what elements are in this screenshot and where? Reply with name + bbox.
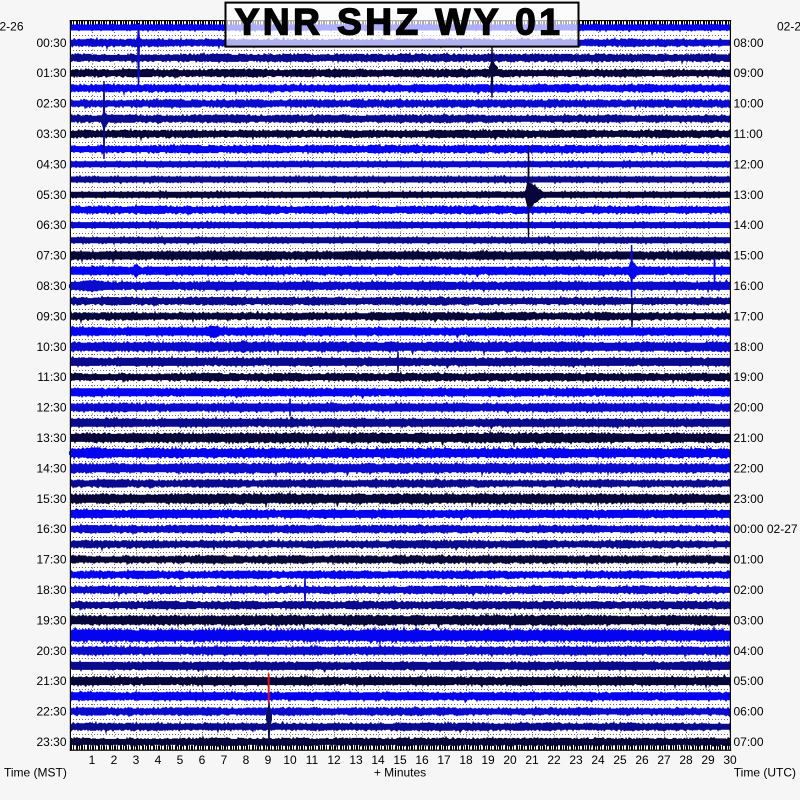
svg-text:01:30: 01:30 <box>36 66 66 80</box>
svg-text:11: 11 <box>306 753 319 767</box>
svg-text:10:30: 10:30 <box>36 340 66 354</box>
svg-text:22:30: 22:30 <box>36 705 66 719</box>
svg-text:24: 24 <box>591 753 605 767</box>
svg-text:15:00: 15:00 <box>734 249 764 263</box>
svg-text:Time (MST): Time (MST) <box>4 766 67 780</box>
svg-text:05:00: 05:00 <box>734 674 764 688</box>
svg-text:15: 15 <box>393 753 407 767</box>
svg-text:19:00: 19:00 <box>734 370 764 384</box>
svg-text:23:30: 23:30 <box>36 735 66 749</box>
svg-text:02-26: 02-26 <box>777 19 800 33</box>
svg-text:16:30: 16:30 <box>36 522 66 536</box>
svg-text:23:00: 23:00 <box>734 492 764 506</box>
svg-text:5: 5 <box>177 753 184 767</box>
svg-text:23: 23 <box>569 753 583 767</box>
svg-text:28: 28 <box>679 753 693 767</box>
svg-text:1: 1 <box>89 753 96 767</box>
svg-text:03:00: 03:00 <box>734 613 764 627</box>
svg-text:9: 9 <box>265 753 272 767</box>
svg-text:12: 12 <box>327 753 341 767</box>
svg-text:18: 18 <box>459 753 473 767</box>
svg-text:13: 13 <box>349 753 363 767</box>
svg-text:16:00: 16:00 <box>734 279 764 293</box>
svg-text:00:30: 00:30 <box>36 36 66 50</box>
svg-text:11:00: 11:00 <box>734 127 763 141</box>
svg-text:00:00 02-27: 00:00 02-27 <box>734 522 798 536</box>
svg-text:22: 22 <box>547 753 561 767</box>
svg-text:8: 8 <box>243 753 250 767</box>
svg-text:27: 27 <box>657 753 671 767</box>
svg-text:02-26: 02-26 <box>0 19 24 33</box>
svg-text:17:30: 17:30 <box>36 553 66 567</box>
svg-text:14:00: 14:00 <box>734 218 764 232</box>
svg-text:20:00: 20:00 <box>734 401 764 415</box>
svg-text:12:00: 12:00 <box>734 157 764 171</box>
svg-text:06:30: 06:30 <box>36 218 66 232</box>
svg-text:08:00: 08:00 <box>734 36 764 50</box>
svg-text:29: 29 <box>701 753 715 767</box>
svg-text:+ Minutes: + Minutes <box>374 766 426 780</box>
svg-text:13:00: 13:00 <box>734 188 764 202</box>
svg-text:10: 10 <box>283 753 297 767</box>
svg-text:06:00: 06:00 <box>734 705 764 719</box>
svg-text:25: 25 <box>613 753 627 767</box>
svg-text:19: 19 <box>481 753 495 767</box>
svg-text:20:30: 20:30 <box>36 644 66 658</box>
svg-text:04:30: 04:30 <box>36 157 66 171</box>
svg-text:Time (UTC): Time (UTC) <box>734 766 796 780</box>
svg-text:07:30: 07:30 <box>36 249 66 263</box>
svg-text:14:30: 14:30 <box>36 461 66 475</box>
svg-text:04:00: 04:00 <box>734 644 764 658</box>
svg-text:07:00: 07:00 <box>734 735 764 749</box>
svg-text:30: 30 <box>723 753 737 767</box>
svg-text:21:00: 21:00 <box>734 431 764 445</box>
svg-text:12:30: 12:30 <box>36 401 66 415</box>
svg-text:01:00: 01:00 <box>734 553 764 567</box>
svg-text:21:30: 21:30 <box>36 674 66 688</box>
svg-text:YNR SHZ WY 01: YNR SHZ WY 01 <box>235 2 564 43</box>
svg-text:18:30: 18:30 <box>36 583 66 597</box>
svg-text:09:30: 09:30 <box>36 309 66 323</box>
svg-text:6: 6 <box>199 753 206 767</box>
svg-text:20: 20 <box>503 753 517 767</box>
svg-text:4: 4 <box>155 753 162 767</box>
svg-text:02:00: 02:00 <box>734 583 764 597</box>
svg-text:09:00: 09:00 <box>734 66 764 80</box>
svg-text:17:00: 17:00 <box>734 309 764 323</box>
svg-text:13:30: 13:30 <box>36 431 66 445</box>
svg-text:05:30: 05:30 <box>36 188 66 202</box>
svg-text:16: 16 <box>415 753 429 767</box>
svg-text:2: 2 <box>111 753 118 767</box>
svg-text:18:00: 18:00 <box>734 340 764 354</box>
svg-text:22:00: 22:00 <box>734 461 764 475</box>
svg-text:3: 3 <box>133 753 140 767</box>
svg-text:15:30: 15:30 <box>36 492 66 506</box>
svg-text:7: 7 <box>221 753 228 767</box>
svg-text:19:30: 19:30 <box>36 613 66 627</box>
svg-text:14: 14 <box>371 753 385 767</box>
svg-text:08:30: 08:30 <box>36 279 66 293</box>
svg-text:11:30: 11:30 <box>37 370 66 384</box>
svg-text:02:30: 02:30 <box>36 97 66 111</box>
svg-text:26: 26 <box>635 753 649 767</box>
svg-text:10:00: 10:00 <box>734 97 764 111</box>
svg-text:17: 17 <box>437 753 451 767</box>
svg-text:21: 21 <box>525 753 539 767</box>
svg-text:03:30: 03:30 <box>36 127 66 141</box>
